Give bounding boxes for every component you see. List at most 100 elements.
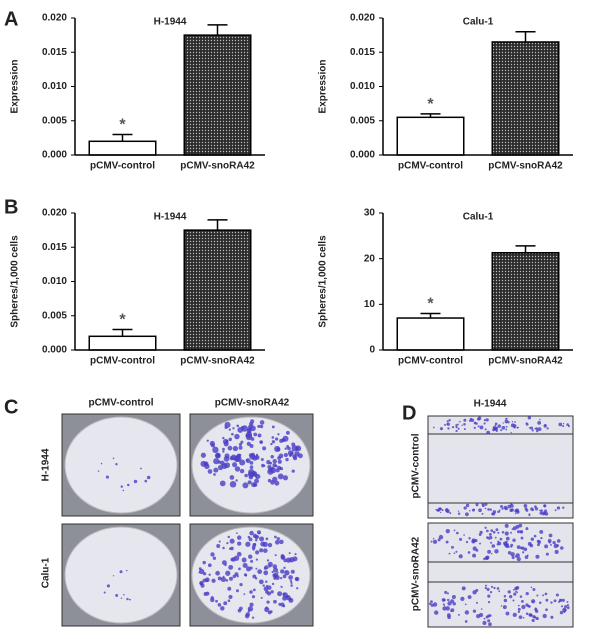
stain <box>222 450 225 453</box>
stain <box>478 612 484 618</box>
stain <box>235 589 239 593</box>
stain <box>266 600 270 604</box>
stain <box>505 536 510 541</box>
stain <box>490 529 494 532</box>
row-label: pCMV-snoRA42 <box>411 536 422 611</box>
stain <box>255 475 258 478</box>
stain <box>249 465 254 470</box>
stain <box>238 606 243 611</box>
stain <box>544 512 549 516</box>
stain <box>554 549 559 555</box>
stain <box>487 594 491 598</box>
stain <box>433 610 439 615</box>
stain <box>512 612 517 617</box>
stain <box>249 602 254 607</box>
stain <box>279 539 284 545</box>
stain <box>545 598 549 602</box>
stain <box>540 509 543 512</box>
stain <box>115 463 118 466</box>
stain <box>211 578 216 583</box>
stain <box>257 433 262 438</box>
stain <box>518 615 523 620</box>
stain <box>490 585 494 588</box>
stain <box>535 427 539 431</box>
stain <box>497 540 500 543</box>
stain <box>522 616 525 619</box>
stain <box>524 507 528 511</box>
stain <box>544 424 547 427</box>
stain <box>527 541 532 546</box>
stain <box>428 602 432 606</box>
stain <box>464 610 470 615</box>
stain <box>251 452 255 457</box>
stain <box>126 597 129 601</box>
stain <box>294 576 300 582</box>
stain <box>498 509 501 512</box>
stain <box>464 620 468 623</box>
stain <box>503 505 508 510</box>
stain <box>133 479 138 484</box>
y-tick-label: 0.000 <box>350 150 375 161</box>
stain <box>234 466 241 472</box>
stain <box>461 586 466 591</box>
stain <box>486 587 490 592</box>
stain <box>259 424 264 429</box>
y-axis-label: Expression <box>318 60 329 114</box>
stain <box>239 468 245 474</box>
stain <box>220 606 225 611</box>
stain <box>269 461 273 465</box>
stain <box>204 461 208 465</box>
stain <box>271 582 275 586</box>
stain <box>520 599 524 603</box>
stain <box>530 614 533 617</box>
stain <box>511 528 514 531</box>
stain <box>296 587 299 590</box>
stain <box>255 558 258 561</box>
stain <box>502 605 507 610</box>
stain <box>514 509 518 513</box>
stain <box>488 535 493 540</box>
stain <box>479 530 483 534</box>
stain <box>444 423 446 426</box>
stain <box>467 595 472 599</box>
stain <box>255 550 260 555</box>
stain <box>271 436 275 439</box>
y-tick-label: 0.010 <box>42 81 67 92</box>
stain <box>530 586 533 589</box>
stain <box>537 427 542 432</box>
stain <box>144 479 148 483</box>
stain <box>277 473 284 480</box>
stain <box>560 605 564 608</box>
y-tick-label: 0 <box>369 345 375 356</box>
stain <box>228 564 234 570</box>
stain <box>550 601 553 604</box>
stain <box>198 567 202 571</box>
stain <box>432 602 438 607</box>
stain <box>249 590 253 594</box>
stain <box>511 555 515 560</box>
stain <box>202 560 206 565</box>
stain <box>507 551 512 555</box>
stain <box>106 584 110 588</box>
stain <box>494 536 497 539</box>
stain <box>271 425 275 429</box>
stain <box>460 596 465 602</box>
stain <box>498 590 501 593</box>
y-tick-label: 0.005 <box>42 310 67 321</box>
stain <box>507 590 511 594</box>
column-label: pCMV-snoRA42 <box>215 398 290 409</box>
stain <box>212 446 219 454</box>
stain <box>271 440 276 444</box>
stain <box>525 527 529 531</box>
stain <box>226 542 229 545</box>
column-label: pCMV-control <box>89 398 154 409</box>
stain <box>526 554 529 557</box>
stain <box>510 431 512 434</box>
stain <box>481 512 484 515</box>
stain <box>473 426 476 429</box>
stain <box>231 432 234 436</box>
stain <box>222 436 225 440</box>
stain <box>477 425 480 428</box>
stain <box>535 609 539 613</box>
stain <box>525 591 529 596</box>
